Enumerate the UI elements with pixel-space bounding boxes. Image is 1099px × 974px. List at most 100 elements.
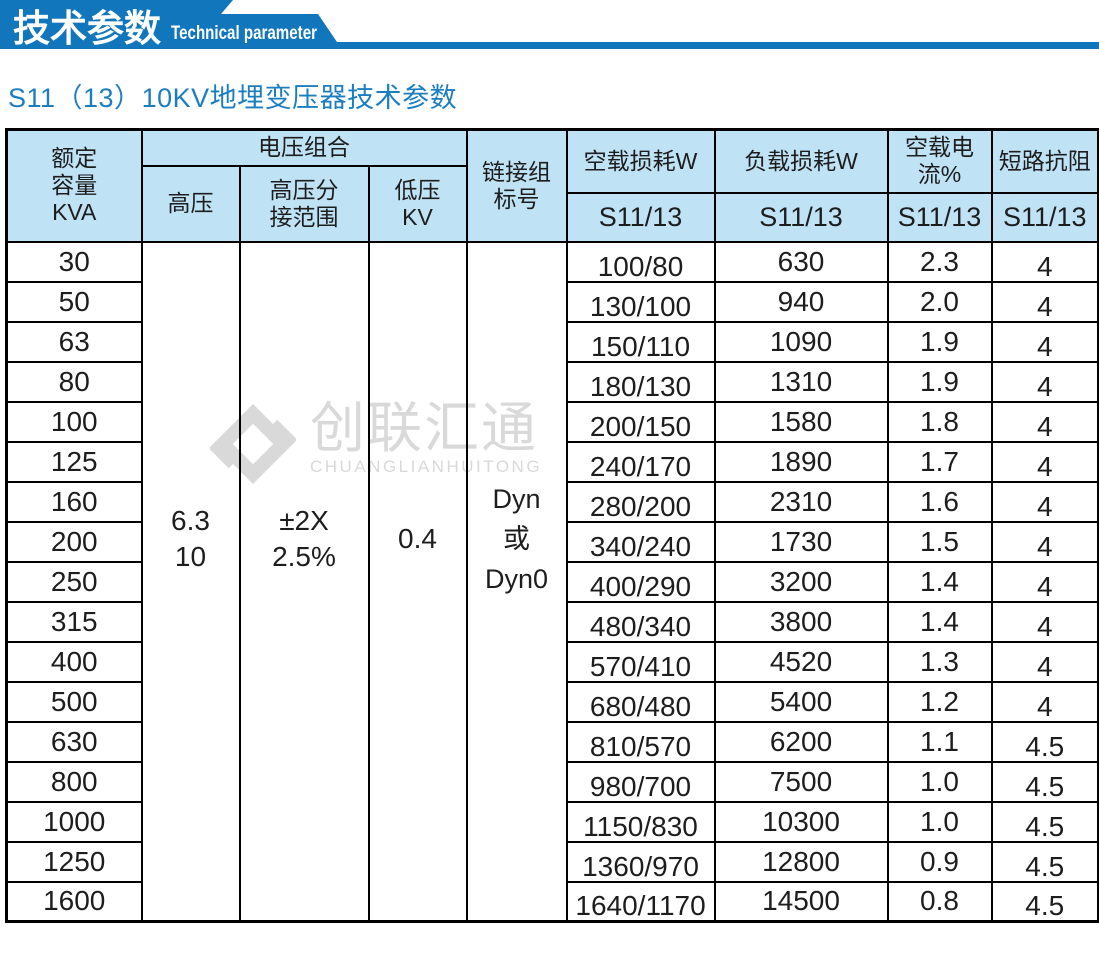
impedance-cell-value: 4.5: [1025, 850, 1065, 882]
load-loss-cell-value: 7500: [769, 765, 833, 797]
load-loss-cell-value: 4520: [769, 645, 833, 677]
merged-low-voltage-cell: 0.4: [367, 240, 468, 923]
capacity-cell: 250: [5, 560, 143, 603]
load-loss-cell: 940: [713, 280, 889, 323]
no-load-current-cell-value: 1.9: [920, 365, 959, 397]
impedance-cell: 4: [990, 360, 1099, 403]
no-load-current-cell-value: 1.4: [920, 605, 959, 637]
no-load-current-cell-value: 1.4: [920, 565, 959, 597]
no-load-loss-cell-value: 680/480: [589, 690, 692, 722]
capacity-cell: 500: [5, 680, 143, 723]
no-load-loss-cell: 480/340: [565, 600, 716, 643]
load-loss-cell-value: 3800: [769, 605, 833, 637]
no-load-loss-cell-value: 340/240: [589, 530, 692, 562]
capacity-value: 100: [50, 405, 98, 437]
capacity-value: 200: [50, 525, 98, 557]
no-load-loss-cell-value: 150/110: [590, 330, 691, 362]
load-loss-cell: 1310: [713, 360, 889, 403]
capacity-cell: 125: [5, 440, 143, 483]
impedance-cell-value: 4: [1036, 450, 1053, 482]
capacity-cell: 200: [5, 520, 143, 563]
impedance-cell-value: 4.5: [1025, 890, 1065, 922]
capacity-cell: 1250: [5, 840, 143, 883]
load-loss-cell: 1730: [713, 520, 889, 563]
load-loss-cell-value: 1090: [769, 325, 833, 357]
no-load-loss-cell-value: 980/700: [589, 770, 692, 802]
capacity-value: 1000: [43, 805, 106, 837]
no-load-loss-cell: 1360/970: [565, 840, 716, 883]
no-load-loss-cell: 130/100: [565, 280, 716, 323]
no-load-loss-cell-value: 200/150: [589, 410, 692, 442]
capacity-value: 160: [50, 485, 98, 517]
impedance-cell: 4: [990, 640, 1099, 683]
no-load-current-cell-value: 1.9: [920, 325, 959, 357]
load-loss-cell: 1890: [713, 440, 889, 483]
capacity-value: 630: [50, 725, 98, 757]
no-load-loss-cell-value: 810/570: [589, 730, 692, 762]
no-load-current-cell-value: 1.3: [920, 645, 959, 677]
no-load-loss-cell: 100/80: [565, 240, 716, 283]
table-row: 630 810/570 6200 1.1 4.5: [5, 720, 1099, 763]
capacity-value: 400: [50, 645, 98, 677]
impedance-cell-value: 4: [1036, 690, 1053, 722]
header-rated-capacity: 额定 容量 KVA: [5, 128, 143, 243]
capacity-cell: 100: [5, 400, 143, 443]
impedance-cell: 4: [990, 480, 1099, 523]
impedance-cell: 4.5: [990, 880, 1099, 923]
capacity-cell: 50: [5, 280, 143, 323]
no-load-current-cell: 0.9: [886, 840, 993, 883]
load-loss-cell: 630: [713, 240, 889, 283]
load-loss-cell: 12800: [713, 840, 889, 883]
no-load-current-cell-value: 1.0: [920, 805, 959, 837]
merged-vector-group-cell-text: Dyn 或 Dyn0: [485, 484, 549, 595]
load-loss-cell: 2310: [713, 480, 889, 523]
merged-high-voltage-cell-text: 6.3 10: [171, 505, 210, 573]
merged-vector-group-cell: Dyn 或 Dyn0: [465, 240, 568, 923]
no-load-loss-cell-value: 240/170: [589, 450, 692, 482]
table-row: 50 130/100 940 2.0 4: [5, 280, 1099, 323]
merged-tap-range-cell: ±2X 2.5%: [238, 240, 370, 923]
table-row: 63 150/110 1090 1.9 4: [5, 320, 1099, 363]
no-load-loss-cell: 1640/1170: [565, 880, 716, 923]
table-row: 100 200/150 1580 1.8 4: [5, 400, 1099, 443]
impedance-cell-value: 4: [1036, 530, 1053, 562]
no-load-current-cell: 0.8: [886, 880, 993, 923]
table-row: 1250 1360/970 12800 0.9 4.5: [5, 840, 1099, 883]
no-load-current-cell-value: 0.8: [920, 885, 959, 917]
no-load-current-cell: 1.6: [886, 480, 993, 523]
no-load-loss-cell: 280/200: [565, 480, 716, 523]
no-load-current-cell: 1.0: [886, 760, 993, 803]
no-load-loss-cell: 810/570: [565, 720, 716, 763]
no-load-current-cell: 1.3: [886, 640, 993, 683]
banner-ribbon-shape: [0, 0, 1099, 49]
impedance-cell: 4: [990, 280, 1099, 323]
no-load-loss-cell-value: 1360/970: [582, 850, 699, 882]
no-load-current-cell: 2.0: [886, 280, 993, 323]
impedance-cell: 4: [990, 680, 1099, 723]
merged-low-voltage-cell-text: 0.4: [398, 523, 437, 555]
no-load-loss-cell: 980/700: [565, 760, 716, 803]
no-load-current-cell-value: 1.2: [920, 685, 959, 717]
load-loss-cell-value: 1890: [769, 445, 833, 477]
capacity-cell: 400: [5, 640, 143, 683]
impedance-cell: 4: [990, 560, 1099, 603]
load-loss-cell: 3800: [713, 600, 889, 643]
no-load-current-cell-value: 0.9: [920, 845, 959, 877]
impedance-cell: 4: [990, 320, 1099, 363]
banner: 技术参数 Technical parameter: [0, 0, 1099, 49]
impedance-cell-value: 4: [1036, 290, 1053, 322]
capacity-cell: 1000: [5, 800, 143, 843]
impedance-cell-value: 4: [1036, 650, 1053, 682]
load-loss-cell: 14500: [713, 880, 889, 923]
load-loss-cell-value: 940: [777, 285, 825, 317]
capacity-cell: 30: [5, 240, 143, 283]
impedance-cell: 4.5: [990, 760, 1099, 803]
impedance-cell: 4.5: [990, 800, 1099, 843]
no-load-current-cell: 1.1: [886, 720, 993, 763]
no-load-loss-cell: 340/240: [565, 520, 716, 563]
impedance-cell-value: 4.5: [1025, 730, 1065, 762]
header-vector-group: 链接组 标号: [465, 128, 568, 243]
load-loss-cell: 4520: [713, 640, 889, 683]
header-no-load-loss: 空载损耗W: [565, 128, 716, 194]
